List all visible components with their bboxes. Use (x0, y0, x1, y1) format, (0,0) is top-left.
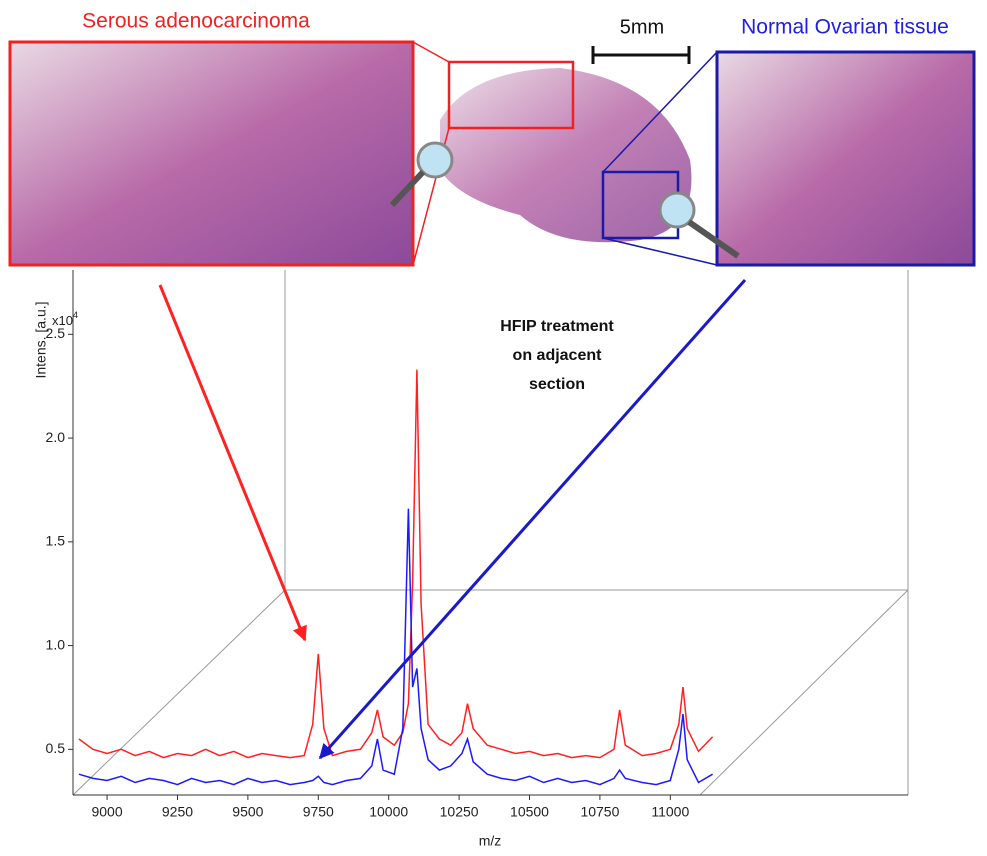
tissue-section (440, 68, 692, 243)
tumor-region (447, 60, 575, 130)
tissue-images (8, 40, 976, 267)
normal-label: Normal Ovarian tissue (741, 16, 949, 39)
axes (72, 270, 908, 796)
normal-inset (715, 50, 976, 267)
y-multiplier-base: x10 (52, 313, 73, 328)
magnifier (416, 141, 454, 179)
annotation-line: HFIP treatment (500, 318, 614, 335)
x-axis-label: m/z (479, 833, 502, 849)
spectrum-line (78, 369, 714, 759)
y-tick-label: 1.5 (46, 533, 66, 549)
magnifier-handle (389, 169, 426, 208)
y-tick-label: 1.0 (46, 636, 66, 652)
y-axis-label: Intens. [a.u.] (33, 301, 49, 378)
y-multiplier: x104 (52, 310, 78, 328)
tumor-inset (8, 40, 415, 267)
spectrum-line (78, 508, 713, 786)
y-tick-label: 0.5 (46, 740, 66, 756)
scale-bar-label: 5mm (620, 16, 664, 38)
y-multiplier-exp: 4 (73, 310, 78, 320)
x-tick-label: 11000 (651, 804, 689, 820)
x-tick-label: 9750 (303, 804, 334, 820)
x-tick-label: 10750 (580, 804, 619, 820)
arrow (318, 279, 747, 760)
connector (412, 41, 450, 63)
plot: 9000 9250 9500 9750 10000 10250 10500 10750 1100… (46, 325, 714, 820)
arrow (158, 284, 307, 642)
magnifier-handle (687, 219, 740, 259)
x-tick-label: 10250 (440, 804, 479, 820)
tumor-label: Serous adenocarcinoma (82, 10, 310, 33)
connector (602, 51, 718, 173)
magnifier (658, 191, 696, 229)
y-tick-label: 2.0 (46, 429, 66, 445)
connector (602, 237, 718, 266)
x-tick-label: 10000 (369, 804, 408, 820)
y-tick-label: 2.5 (46, 325, 66, 341)
x-tick-label: 9000 (91, 804, 122, 820)
annotation-line: section (529, 376, 585, 393)
x-tick-label: 9500 (232, 804, 263, 820)
x-tick-label: 10500 (510, 804, 549, 820)
plot-frame (72, 270, 909, 796)
annotation-line: on adjacent (513, 347, 603, 364)
x-tick-label: 9250 (162, 804, 193, 820)
scale-bar (591, 46, 691, 64)
